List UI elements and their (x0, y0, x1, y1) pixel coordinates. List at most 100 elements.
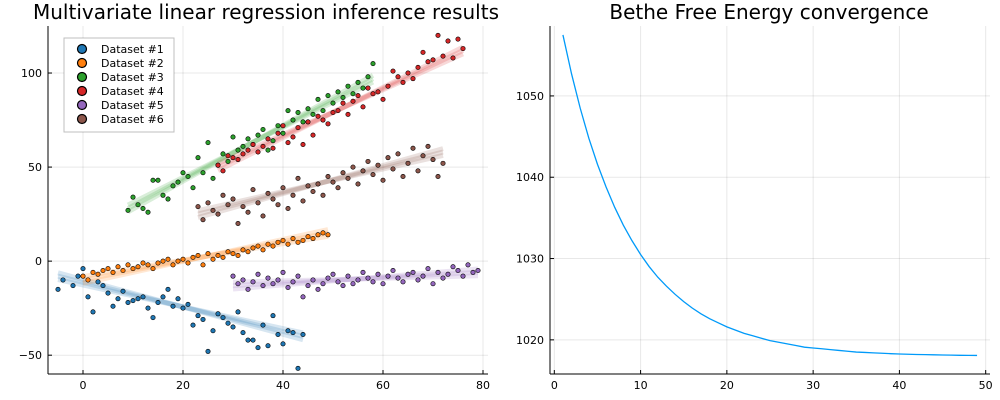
data-point-2 (300, 237, 306, 243)
data-point-4 (290, 134, 296, 140)
regression-chart: Multivariate linear regression inference… (19, 0, 499, 392)
data-point-4 (420, 49, 426, 55)
data-point-2 (150, 266, 156, 272)
data-point-1 (205, 348, 211, 354)
data-point-6 (360, 168, 366, 174)
data-point-4 (325, 121, 331, 127)
data-point-6 (340, 170, 346, 176)
data-point-1 (290, 330, 296, 336)
data-point-1 (265, 343, 271, 349)
data-point-5 (280, 269, 286, 275)
data-point-1 (125, 300, 131, 306)
data-point-5 (470, 269, 476, 275)
data-point-2 (265, 241, 271, 247)
data-point-6 (255, 200, 261, 206)
data-point-4 (315, 113, 321, 119)
data-point-6 (350, 164, 356, 170)
data-point-4 (435, 32, 441, 38)
legend-marker-4 (76, 85, 88, 97)
data-point-6 (345, 175, 351, 181)
data-point-1 (230, 324, 236, 330)
fit-band-4 (216, 48, 465, 170)
data-point-1 (275, 331, 281, 337)
legend-marker-2 (76, 57, 88, 69)
data-point-1 (185, 301, 191, 307)
data-point-2 (110, 269, 116, 275)
data-point-5 (245, 286, 251, 292)
bfe-chart-title: Bethe Free Energy convergence (609, 0, 928, 24)
data-point-3 (205, 140, 211, 146)
data-point-6 (280, 185, 286, 191)
data-point-2 (190, 254, 196, 260)
data-point-2 (255, 243, 261, 249)
data-point-1 (215, 311, 221, 317)
data-point-3 (130, 194, 136, 200)
fit-band-2 (82, 227, 329, 286)
data-point-4 (320, 117, 326, 123)
data-point-1 (130, 298, 136, 304)
data-point-5 (430, 281, 436, 287)
data-point-3 (185, 173, 191, 179)
data-point-2 (285, 241, 291, 247)
data-point-2 (140, 260, 146, 266)
data-point-2 (90, 269, 96, 275)
data-point-1 (75, 273, 81, 279)
data-point-4 (265, 136, 271, 142)
data-point-6 (250, 187, 256, 193)
data-point-3 (245, 136, 251, 142)
data-point-5 (355, 277, 361, 283)
data-point-6 (225, 202, 231, 208)
data-point-1 (300, 331, 306, 337)
data-point-3 (180, 170, 186, 176)
data-point-4 (460, 46, 466, 52)
data-point-6 (275, 202, 281, 208)
data-point-3 (140, 205, 146, 211)
data-point-5 (350, 281, 356, 287)
data-point-2 (305, 234, 311, 240)
data-point-3 (260, 126, 266, 132)
data-point-3 (270, 138, 276, 144)
data-point-1 (195, 313, 201, 319)
data-point-1 (100, 283, 106, 289)
legend-label-1: Dataset #1 (101, 43, 164, 56)
x-tick-label: 80 (476, 379, 490, 392)
fit-band-3 (126, 73, 375, 215)
y-tick-label: 1030 (516, 253, 544, 266)
data-point-3 (145, 209, 151, 215)
data-point-5 (295, 273, 301, 279)
data-point-5 (450, 264, 456, 270)
data-point-1 (90, 309, 96, 315)
data-point-3 (300, 119, 306, 125)
data-point-6 (285, 205, 291, 211)
data-point-2 (105, 266, 111, 272)
data-point-4 (310, 132, 316, 138)
data-point-4 (360, 104, 366, 110)
data-point-2 (280, 237, 286, 243)
data-point-1 (105, 290, 111, 296)
data-point-6 (365, 158, 371, 164)
data-point-4 (430, 57, 436, 63)
data-point-1 (110, 303, 116, 309)
data-point-5 (325, 275, 331, 281)
data-point-1 (270, 313, 276, 319)
data-point-3 (225, 158, 231, 164)
data-point-4 (260, 143, 266, 149)
data-point-6 (240, 204, 246, 210)
legend-marker-3 (76, 71, 88, 83)
data-point-5 (260, 283, 266, 289)
data-point-4 (440, 53, 446, 59)
data-point-3 (155, 177, 161, 183)
data-point-6 (195, 204, 201, 210)
data-point-1 (220, 315, 226, 321)
data-point-2 (245, 249, 251, 255)
data-point-4 (245, 147, 251, 153)
data-point-6 (420, 153, 426, 159)
data-point-6 (400, 173, 406, 179)
data-point-5 (330, 271, 336, 277)
data-point-1 (135, 296, 141, 302)
data-point-5 (285, 284, 291, 290)
bfe-series-line (562, 34, 978, 357)
y-tick-label: 1040 (516, 171, 544, 184)
data-point-6 (200, 217, 206, 223)
x-tick-label: 20 (176, 379, 190, 392)
